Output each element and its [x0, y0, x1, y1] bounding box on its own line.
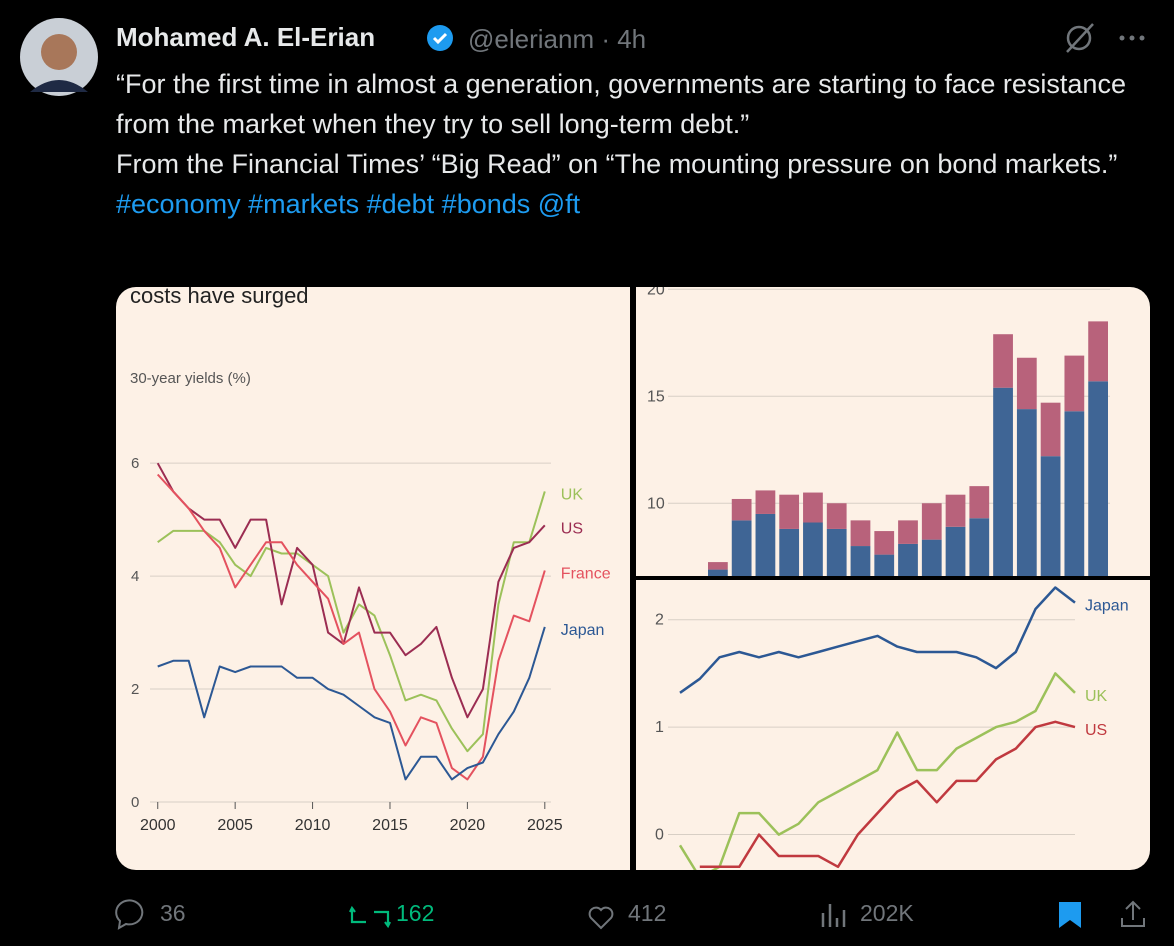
repost-count[interactable]: 162 — [396, 900, 435, 926]
bar-segment — [898, 543, 918, 576]
bar-segment — [1088, 321, 1108, 382]
y-tick-label: 15 — [647, 388, 665, 405]
chart-top-right: 10 15 20 — [647, 281, 1110, 576]
y-axis-label: 30-year yields (%) — [130, 370, 251, 387]
more-icon[interactable] — [1119, 35, 1145, 41]
y-tick-label: 4 — [131, 568, 139, 585]
bar-segment — [731, 520, 752, 576]
y-tick-label: 0 — [131, 794, 139, 811]
x-tick-label: 2020 — [450, 817, 486, 834]
bar-segment — [755, 490, 776, 514]
bar-segment — [921, 503, 942, 540]
y-tick-label: 20 — [647, 281, 665, 298]
bar-segment — [945, 526, 966, 576]
series-label: Japan — [561, 622, 605, 639]
bar-segment — [779, 494, 800, 529]
bar-segment — [850, 520, 871, 547]
avatar-face — [41, 34, 77, 70]
separator — [630, 287, 636, 870]
bar-segment — [898, 520, 918, 544]
bar-segment — [1016, 409, 1037, 576]
bar-segment — [993, 334, 1013, 388]
series-label: France — [561, 565, 611, 582]
media-card[interactable]: costs have surged 30-year yields (%) 0 2 4 6 2… — [116, 281, 1150, 877]
bar-segment — [708, 562, 728, 570]
bar-segment — [826, 528, 847, 576]
line-series — [156, 473, 546, 781]
bar-segment — [826, 503, 847, 529]
x-tick-label: 2025 — [527, 817, 563, 834]
series-label: UK — [561, 486, 584, 503]
bar-segment — [874, 531, 895, 555]
bar-segment — [779, 528, 800, 576]
line-series — [678, 672, 1076, 870]
handle-time[interactable]: @elerianm · 4h — [468, 24, 647, 54]
chart-title: costs have surged — [130, 283, 309, 308]
like-icon[interactable] — [588, 906, 614, 930]
like-count[interactable]: 412 — [628, 900, 667, 926]
y-tick-label: 10 — [647, 495, 665, 512]
paragraph: From the Financial Times’ “Big Read” on … — [116, 149, 1118, 179]
x-tick-label: 2005 — [217, 817, 253, 834]
series-label: US — [561, 520, 583, 537]
series-label: UK — [1085, 688, 1108, 705]
bar-segment — [731, 498, 752, 521]
bar-segment — [755, 513, 776, 576]
y-tick-label: 0 — [655, 827, 664, 844]
bar-segment — [969, 518, 990, 576]
bookmark-icon[interactable] — [1059, 902, 1081, 928]
paragraph: “For the first time in almost a generati… — [116, 69, 1126, 139]
chart-left: costs have surged 30-year yields (%) 0 2 4 6 2… — [130, 283, 611, 834]
bar-segment — [708, 569, 728, 576]
line-series — [679, 586, 1076, 694]
chart-bottom-right: 0 1 2 Japan UK US — [655, 586, 1129, 870]
bar-segment — [921, 539, 942, 576]
line-series — [156, 462, 546, 719]
x-tick-label: 2015 — [372, 817, 408, 834]
hashtags[interactable]: #economy #markets #debt #bonds @ft — [116, 189, 581, 219]
views-icon[interactable] — [821, 904, 846, 927]
reply-count[interactable]: 36 — [160, 900, 186, 926]
y-tick-label: 2 — [655, 612, 664, 629]
y-tick-label: 2 — [131, 681, 139, 698]
tweet-text: “For the first time in almost a generati… — [116, 64, 1146, 224]
x-tick-label: 2010 — [295, 817, 331, 834]
view-count[interactable]: 202K — [860, 900, 914, 926]
bar-segment — [969, 486, 990, 519]
bar-segment — [1016, 357, 1037, 410]
series-label: Japan — [1085, 598, 1129, 615]
bar-segment — [945, 494, 966, 527]
bar-segment — [803, 522, 823, 576]
reply-icon[interactable] — [115, 899, 144, 930]
bar-segment — [1040, 456, 1061, 576]
bar-segment — [1064, 411, 1085, 576]
line-series — [157, 626, 546, 781]
verified-check — [432, 32, 448, 45]
bar-segment — [874, 554, 895, 576]
separator — [636, 576, 1150, 580]
bar-segment — [1040, 402, 1061, 457]
bar-segment — [850, 546, 871, 576]
bar-segment — [1088, 381, 1108, 576]
grok-slash — [1066, 23, 1094, 53]
share-icon[interactable] — [1121, 900, 1145, 927]
grok-icon[interactable] — [1066, 25, 1092, 51]
line-series — [699, 720, 1076, 869]
series-label: US — [1085, 722, 1107, 739]
bar-segment — [1064, 355, 1085, 412]
y-tick-label: 6 — [131, 455, 139, 472]
author-name[interactable]: Mohamed A. El-Erian — [116, 22, 376, 52]
avatar-suit — [30, 80, 88, 92]
bar-segment — [803, 492, 823, 523]
bar-segment — [993, 387, 1013, 576]
repost-icon[interactable] — [349, 905, 391, 929]
x-tick-label: 2000 — [140, 817, 176, 834]
y-tick-label: 1 — [655, 719, 664, 736]
